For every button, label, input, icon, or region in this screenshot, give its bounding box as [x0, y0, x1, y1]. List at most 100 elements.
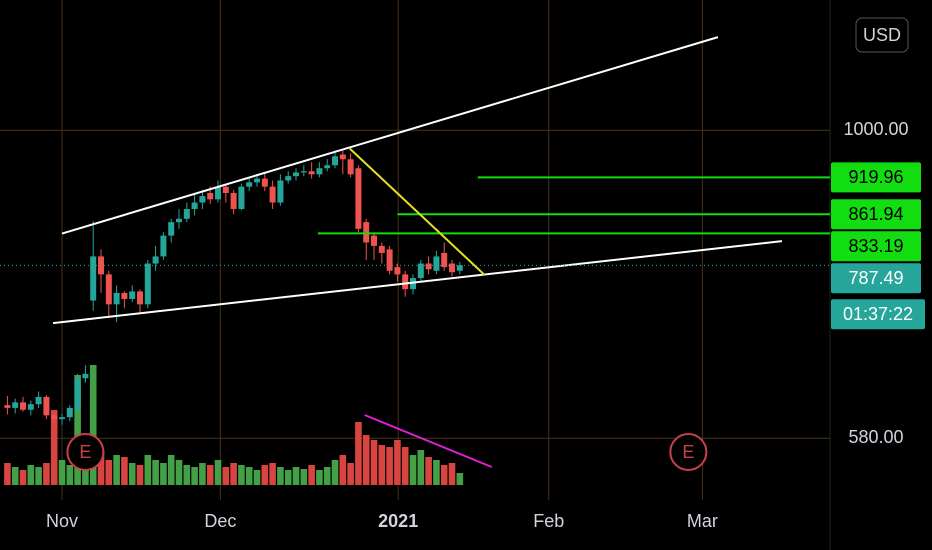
volume-bar	[136, 465, 144, 485]
candle-body	[433, 256, 440, 271]
candle-body	[324, 165, 331, 169]
y-tick-label: 1000.00	[843, 119, 908, 139]
volume-bar	[425, 457, 432, 485]
candle-body	[293, 172, 300, 177]
volume-bar	[277, 467, 284, 485]
candle-body	[51, 415, 58, 420]
y-tick-label: 580.00	[848, 427, 903, 447]
trend-line	[52, 240, 783, 325]
volume-bar	[152, 460, 159, 485]
candle-body	[12, 402, 19, 408]
candle-body	[371, 235, 378, 246]
candle-body	[441, 252, 448, 268]
earnings-label: E	[682, 442, 694, 462]
countdown-box	[831, 299, 925, 330]
volume-bar	[50, 410, 58, 485]
candle-body	[207, 192, 214, 200]
volume-bar	[355, 422, 362, 485]
volume-bar	[245, 467, 253, 485]
candle-body	[137, 291, 144, 305]
volume-bar	[199, 463, 206, 485]
countdown: 01:37:22	[843, 304, 913, 324]
candle-body	[386, 249, 393, 271]
volume-bar	[160, 463, 167, 485]
volume-bar	[66, 465, 74, 485]
candle-body	[74, 378, 81, 411]
last-price-label-box	[831, 263, 921, 294]
candle-body	[238, 186, 245, 209]
volume-bar	[331, 460, 339, 485]
candle-body	[183, 208, 190, 219]
candle-body	[347, 159, 354, 175]
volume-bar	[433, 460, 440, 485]
candle-body	[308, 171, 315, 175]
volume-bar	[74, 375, 81, 485]
candle-body	[378, 245, 385, 253]
candle-body	[363, 222, 370, 243]
candle-body	[261, 178, 268, 187]
candle-body	[191, 202, 198, 209]
candle-body	[35, 396, 42, 405]
candle-body	[230, 192, 237, 209]
volume-bar	[316, 470, 323, 485]
candle-body	[82, 373, 89, 379]
volume-bar	[394, 440, 401, 485]
candle-body	[402, 274, 409, 290]
earnings-marker[interactable]	[669, 433, 708, 471]
volume-bar	[292, 467, 300, 485]
candle-body	[425, 263, 432, 270]
currency-label: USD	[863, 25, 901, 45]
candle-body	[199, 196, 206, 203]
earnings-label: E	[79, 442, 91, 462]
candle-body	[285, 176, 292, 181]
candle-body	[355, 168, 362, 229]
volume-bar	[175, 460, 183, 485]
currency-button[interactable]	[855, 17, 909, 53]
volume-bar	[4, 463, 11, 485]
level-label: 919.96	[848, 167, 903, 187]
candle-body	[59, 417, 66, 420]
volume-bar	[253, 470, 261, 485]
level-label-box	[831, 231, 921, 262]
volume-bar	[144, 455, 152, 485]
candle-body	[449, 263, 456, 273]
earnings-marker[interactable]	[66, 433, 105, 471]
volume-bar	[222, 467, 230, 485]
candle-body	[277, 180, 284, 203]
volume-bar	[43, 463, 50, 485]
volume-bar	[121, 457, 128, 485]
x-tick-label: 2021	[378, 511, 418, 531]
last-price-label: 787.49	[848, 268, 903, 288]
volume-bar	[409, 455, 417, 485]
volume-bar	[339, 455, 347, 485]
x-tick-label: Mar	[687, 511, 718, 531]
x-tick-label: Nov	[46, 511, 78, 531]
candle-body	[129, 291, 136, 299]
volume-bar	[27, 465, 35, 485]
candle-body	[215, 186, 222, 200]
volume-bar	[191, 467, 198, 485]
volume-bar	[11, 467, 19, 485]
x-tick-label: Feb	[533, 511, 564, 531]
volume-bar	[284, 470, 292, 485]
volume-bar	[362, 435, 370, 485]
candle-body	[222, 186, 229, 193]
candle-body	[176, 218, 183, 223]
candle-body	[105, 274, 112, 305]
candle-body	[339, 154, 346, 160]
volume-bar	[183, 465, 191, 485]
volume-bar	[417, 450, 425, 485]
volume-bar	[128, 463, 136, 485]
volume-bar	[378, 445, 386, 485]
volume-bar	[238, 465, 245, 485]
candle-body	[113, 292, 120, 305]
volume-bar	[214, 460, 222, 485]
volume-bar	[448, 463, 456, 485]
candle-body	[316, 168, 323, 175]
candle-body	[160, 235, 167, 257]
candle-body	[269, 186, 276, 203]
candle-body	[43, 396, 50, 416]
candle-body	[98, 256, 105, 275]
